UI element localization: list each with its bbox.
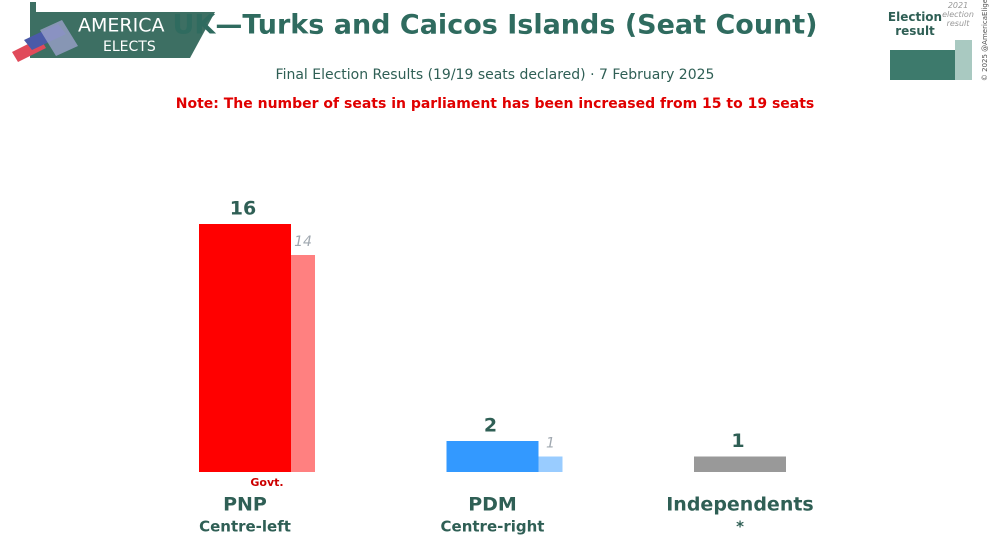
category-subtitle: * bbox=[736, 518, 744, 536]
category-subtitle: Centre-right bbox=[441, 518, 545, 536]
legend-label: Election result bbox=[887, 10, 943, 38]
bar bbox=[446, 441, 539, 472]
chart-title: UK—Turks and Caicos Islands (Seat Count) bbox=[172, 10, 817, 41]
legend-label: 2021 election result bbox=[942, 1, 974, 29]
logo-shape bbox=[40, 20, 78, 56]
value-label-previous: 1 bbox=[546, 436, 555, 452]
logo-text: ELECTS bbox=[103, 39, 156, 55]
value-label: 1 bbox=[731, 430, 744, 452]
category-label: PNP bbox=[223, 494, 267, 516]
bar-previous bbox=[538, 456, 563, 472]
category-subtitle: Centre-left bbox=[199, 518, 291, 536]
category-label: Independents bbox=[666, 494, 814, 516]
category-label: PDM bbox=[468, 494, 517, 516]
chart-note: Note: The number of seats in parliament … bbox=[176, 96, 815, 112]
logo-text: AMERICA bbox=[78, 15, 164, 37]
bar-previous bbox=[291, 255, 315, 472]
value-label: 2 bbox=[484, 415, 497, 437]
legend-swatch bbox=[890, 50, 955, 80]
logo-bar bbox=[30, 2, 36, 42]
chart-subtitle: Final Election Results (19/19 seats decl… bbox=[276, 67, 715, 83]
legend-swatch bbox=[955, 40, 972, 80]
copyright: © 2025 @AmericaElige bbox=[981, 0, 989, 81]
value-label-previous: 14 bbox=[294, 234, 312, 250]
bar bbox=[694, 456, 786, 472]
annotation: Govt. bbox=[250, 476, 283, 489]
value-label: 16 bbox=[230, 198, 256, 220]
bar bbox=[199, 224, 291, 472]
